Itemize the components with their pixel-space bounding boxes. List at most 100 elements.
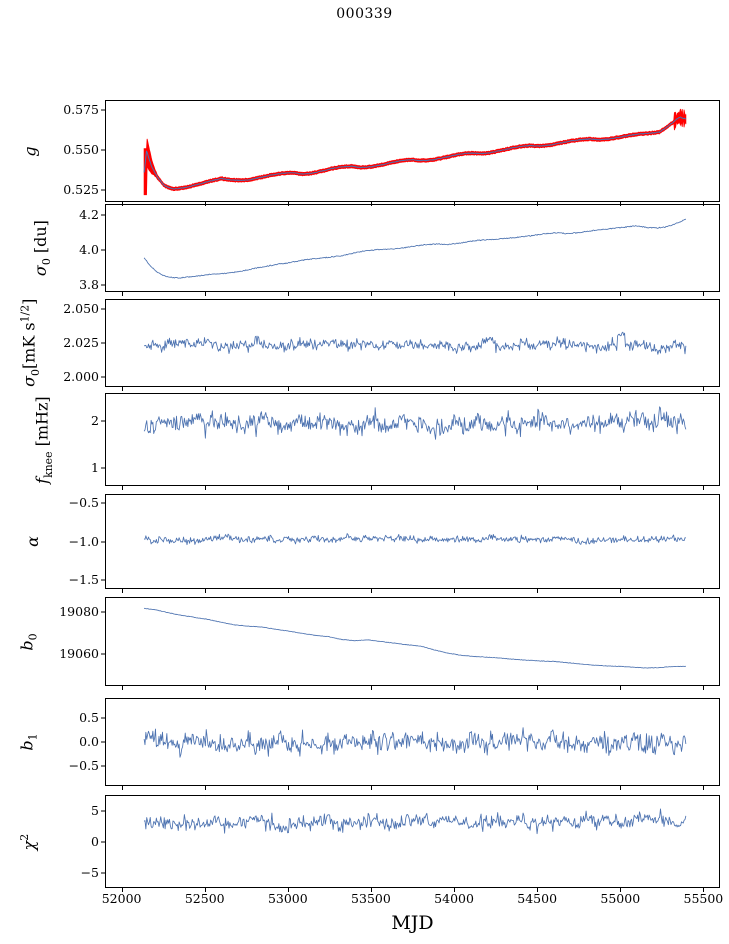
y-tick-mark (101, 308, 105, 310)
y-tick-mark (101, 249, 105, 251)
x-tick-mark (121, 686, 123, 690)
x-tick-mark (204, 786, 206, 790)
x-tick-mark (121, 786, 123, 790)
y-tick-label-alpha: −1.5 (68, 571, 99, 587)
y-tick-mark (101, 149, 105, 151)
x-tick-mark (287, 486, 289, 490)
x-tick-mark (537, 292, 539, 296)
x-tick-mark (370, 888, 373, 892)
x-tick-mark (703, 786, 705, 790)
y-axis-label-fknee: fknee [mHz] (32, 395, 55, 484)
x-tick-mark (370, 387, 373, 391)
x-tick-mark (620, 202, 622, 206)
y-axis-label-chi-squared: χ2 (17, 833, 38, 850)
series-sigma0-du (144, 219, 686, 278)
y-tick-mark (101, 284, 105, 286)
x-tick-mark (454, 589, 456, 593)
plot-area-sigma0-mk (106, 300, 719, 386)
x-tick-mark (703, 589, 705, 593)
x-tick-mark (454, 786, 456, 790)
x-tick-mark (121, 888, 123, 892)
x-tick-mark (537, 888, 539, 892)
y-tick-mark (101, 420, 105, 422)
y-axis-label-baseline-b1: b1 (16, 733, 40, 751)
x-tick-mark (620, 888, 622, 892)
x-tick-mark (703, 292, 705, 296)
y-tick-mark (101, 741, 105, 743)
x-tick-labels: 52000 52500 53000 53500 54000 54500 55000 55500 (0, 891, 729, 913)
x-tick-mark (454, 486, 456, 490)
plot-area-sigma0-du (106, 205, 719, 291)
y-tick-label-gain: 0.575 (63, 102, 99, 118)
x-tick-mark (204, 589, 206, 593)
x-tick-mark (370, 202, 373, 206)
y-tick-mark (101, 810, 105, 812)
series-baseline-b0 (144, 608, 686, 668)
x-tick-mark (620, 292, 622, 296)
x-tick-mark (703, 387, 705, 391)
y-tick-mark (101, 579, 105, 581)
y-tick-mark (101, 611, 105, 613)
panel-sigma0-du (105, 204, 720, 292)
x-tick-label: 54000 (434, 891, 474, 906)
x-tick-mark (620, 786, 622, 790)
plot-area-gain (106, 108, 687, 196)
x-tick-mark (620, 589, 622, 593)
y-axis-label-sigma0-mk: σ0[mK s1/2] (18, 298, 42, 387)
y-tick-label-baseline-b1: −0.5 (68, 757, 99, 773)
series-baseline-b1 (144, 728, 686, 758)
plot-area-baseline-b1 (106, 699, 719, 785)
y-tick-label-sigma0-mk: 2.000 (63, 368, 99, 384)
y-tick-label-chi-squared: −5 (80, 864, 99, 880)
series-chi-squared (144, 809, 686, 834)
x-tick-mark (537, 202, 539, 206)
y-tick-label-sigma0-du: 4.0 (79, 241, 99, 257)
x-tick-mark (287, 202, 289, 206)
y-tick-mark (101, 376, 105, 378)
x-tick-mark (454, 202, 456, 206)
x-tick-mark (620, 686, 622, 690)
x-tick-mark (537, 387, 539, 391)
panel-chi-squared (105, 795, 720, 888)
panel-alpha (105, 494, 720, 589)
x-tick-mark (537, 486, 539, 490)
x-tick-mark (121, 292, 123, 296)
y-tick-mark (101, 109, 105, 111)
y-tick-label-gain: 0.550 (63, 141, 99, 157)
x-tick-mark (287, 589, 289, 593)
y-tick-label-baseline-b1: 0.0 (79, 733, 99, 749)
x-tick-mark (204, 888, 206, 892)
x-tick-mark (121, 589, 123, 593)
y-tick-mark (101, 841, 105, 843)
y-tick-mark (101, 541, 105, 543)
y-tick-label-fknee: 1 (91, 459, 99, 475)
x-tick-label: 52500 (184, 891, 225, 906)
panel-baseline-b0 (105, 597, 720, 686)
x-tick-label: 55000 (600, 891, 641, 906)
x-tick-mark (204, 202, 206, 206)
y-axis-label-alpha: α (22, 536, 42, 547)
x-tick-mark (370, 292, 373, 296)
y-tick-label-alpha: −1.0 (68, 533, 99, 549)
panel-baseline-b1 (105, 698, 720, 786)
y-tick-label-chi-squared: 5 (91, 802, 99, 818)
x-tick-mark (121, 387, 123, 391)
x-tick-mark (287, 292, 289, 296)
y-tick-label-sigma0-mk: 2.025 (63, 334, 99, 350)
x-tick-mark (370, 786, 373, 790)
y-tick-label-sigma0-mk: 2.050 (63, 300, 99, 316)
plot-area-fknee (106, 394, 719, 485)
y-tick-mark (101, 214, 105, 216)
plot-area-chi-squared (106, 796, 719, 887)
x-tick-mark (121, 202, 123, 206)
x-tick-mark (537, 589, 539, 593)
y-tick-label-chi-squared: 0 (91, 833, 99, 849)
x-tick-mark (454, 292, 456, 296)
x-tick-mark (703, 486, 705, 490)
x-tick-mark (620, 387, 622, 391)
plot-area-baseline-b0 (106, 598, 719, 685)
panel-gain (105, 100, 720, 202)
y-tick-mark (101, 872, 105, 874)
y-tick-mark (101, 765, 105, 767)
